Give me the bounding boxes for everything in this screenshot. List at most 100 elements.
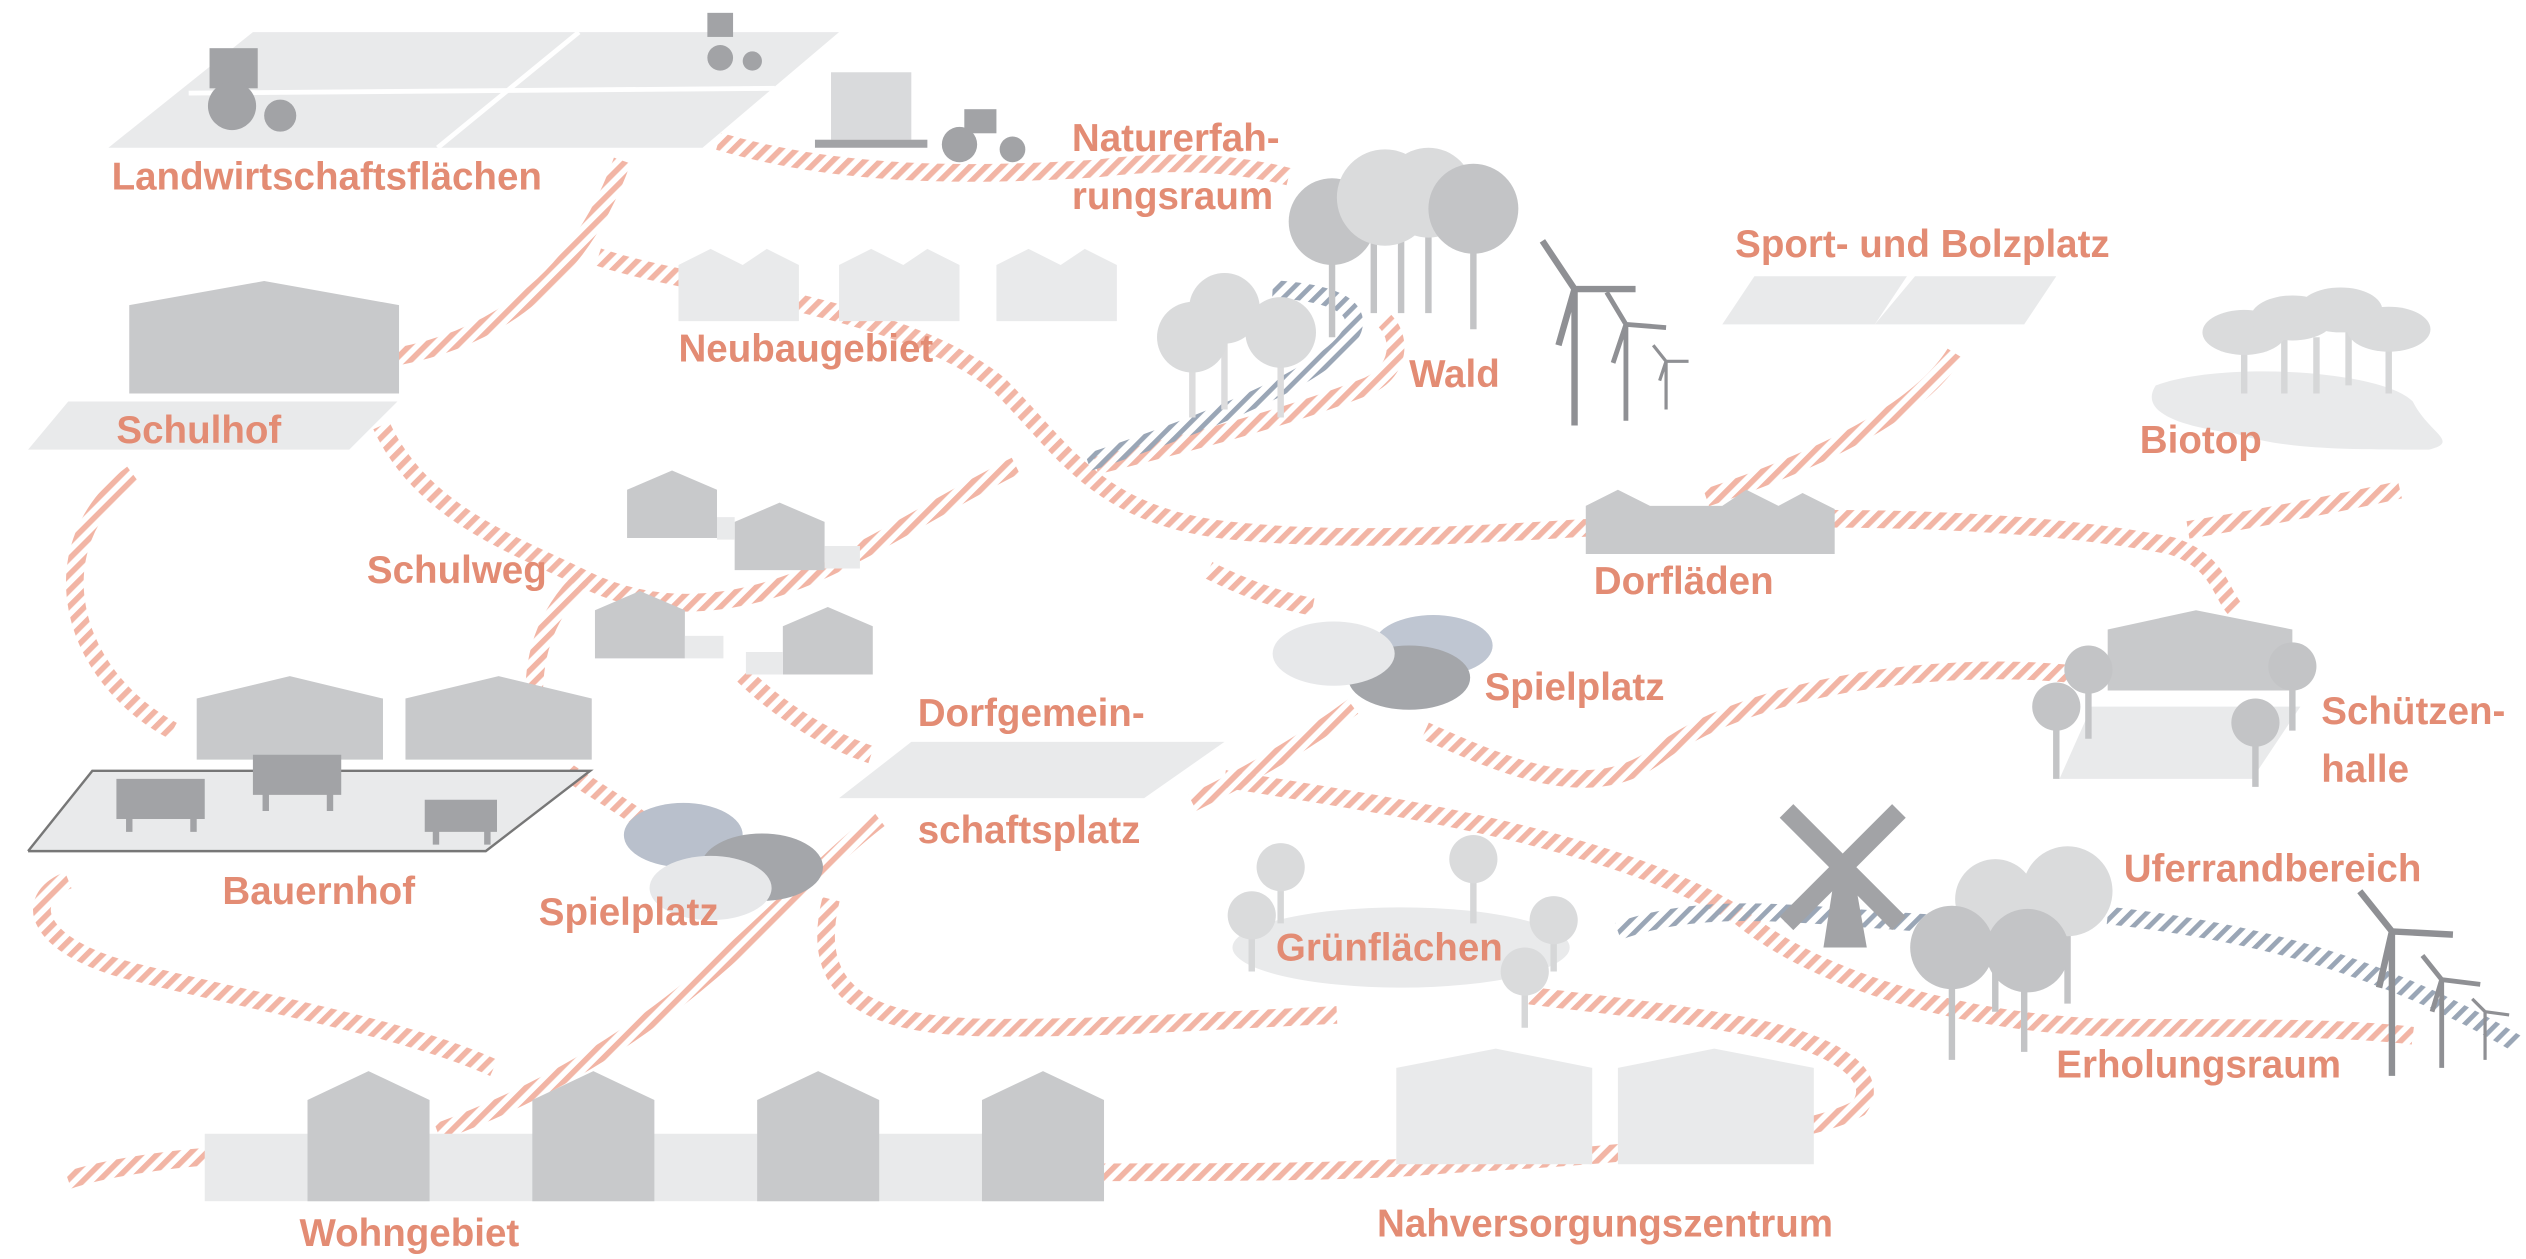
route <box>736 668 875 764</box>
tree <box>1245 297 1316 368</box>
hay-bales <box>831 72 912 140</box>
tree <box>1500 947 1549 996</box>
mill-sails <box>1779 804 1906 931</box>
tractor <box>964 109 997 134</box>
tractor <box>707 12 734 37</box>
trunks <box>2053 666 2296 787</box>
tree <box>1428 163 1519 254</box>
place-label: Grünflächen <box>1276 926 1503 969</box>
tractor-wheel <box>941 126 978 163</box>
place-label: schaftsplatz <box>918 809 1141 852</box>
tractor <box>209 48 258 89</box>
stream <box>1085 280 1363 471</box>
routes <box>33 132 2522 1189</box>
route <box>1703 348 1963 507</box>
houses <box>594 470 873 675</box>
tree <box>1256 843 1305 892</box>
place-label: Uferrandbereich <box>2124 848 2422 891</box>
turbine <box>1651 344 1689 410</box>
route <box>33 871 498 1076</box>
tree <box>2268 642 2317 691</box>
route <box>1421 661 2077 788</box>
route <box>716 132 1291 186</box>
trunks <box>1328 192 1477 338</box>
tree <box>1529 896 1578 945</box>
tree <box>2032 682 2081 731</box>
field-divider <box>188 85 775 96</box>
place-label: Spielplatz <box>1485 666 1665 709</box>
tree <box>1449 835 1498 884</box>
sport-field <box>1874 276 2057 325</box>
vehicles-animals <box>116 12 1026 845</box>
trailer <box>814 139 928 148</box>
play-area <box>1272 621 1395 686</box>
route <box>817 897 1338 1037</box>
place-label: halle <box>2321 748 2409 791</box>
route <box>1223 770 2414 1045</box>
river <box>2106 906 2522 1052</box>
place-label: Schulhof <box>116 409 281 452</box>
buildings <box>129 248 2293 1202</box>
place-label: Wohngebiet <box>299 1212 519 1255</box>
tree <box>2346 306 2431 352</box>
route <box>395 157 631 366</box>
new-houses <box>678 248 1117 322</box>
turbine <box>1604 291 1667 421</box>
tree <box>1227 891 1276 940</box>
place-label: Sport- und Bolzplatz <box>1735 223 2110 266</box>
school <box>129 281 400 394</box>
place-label: Nahversorgungszentrum <box>1377 1203 1833 1246</box>
shooting-hall <box>2107 610 2293 691</box>
playgrounds <box>623 615 1493 921</box>
route <box>66 466 177 739</box>
barns <box>196 676 592 760</box>
shops <box>1585 489 1835 555</box>
wind-turbines <box>1539 239 2510 1076</box>
cow <box>116 778 205 832</box>
cow <box>252 754 342 811</box>
tree <box>1910 905 1994 990</box>
place-label: Schützen- <box>2321 690 2505 733</box>
tree <box>2231 698 2280 747</box>
tree <box>2064 645 2113 694</box>
tractor-wheel <box>264 99 297 132</box>
place-label: Biotop <box>2140 419 2262 462</box>
trunks <box>2240 329 2392 394</box>
place-label: Wald <box>1409 353 1500 396</box>
residential-houses <box>307 1071 1105 1202</box>
trees <box>1157 147 2431 1060</box>
route <box>1188 699 1359 811</box>
place-label: Landwirtschaftsflächen <box>112 155 542 198</box>
route <box>1093 314 1405 475</box>
village-square <box>839 741 1225 799</box>
turbine <box>2420 953 2481 1068</box>
turbine <box>2357 889 2454 1076</box>
place-label: Spielplatz <box>539 891 719 934</box>
play-area <box>649 855 772 921</box>
place-label: Naturerfah- <box>1072 117 1280 160</box>
route <box>595 248 2243 617</box>
route <box>1204 562 1315 616</box>
place-label: Dorfgemein- <box>918 692 1145 735</box>
place-label: Erholungsraum <box>2056 1044 2341 1087</box>
place-label: Neubaugebiet <box>678 327 933 370</box>
route <box>65 1147 214 1189</box>
trunks <box>1248 859 1557 1028</box>
route <box>373 421 1020 612</box>
place-label: Dorfläden <box>1594 560 1774 603</box>
place-label: rungsraum <box>1072 175 1273 218</box>
sport-field <box>1722 276 1907 325</box>
tree <box>1985 908 2070 993</box>
labels: Landwirtschaftsflächen Naturerfah-rungsra… <box>112 117 2506 1255</box>
biotope-pond <box>2151 371 2443 450</box>
place-label: Bauernhof <box>222 870 415 913</box>
tree <box>1189 272 1260 344</box>
tractor-wheel <box>207 81 257 131</box>
place-label: Schulweg <box>367 549 547 592</box>
route <box>2186 481 2402 539</box>
supply-center <box>1396 1048 1814 1165</box>
green-area <box>1232 907 1570 988</box>
tractor-wheel <box>707 44 734 71</box>
